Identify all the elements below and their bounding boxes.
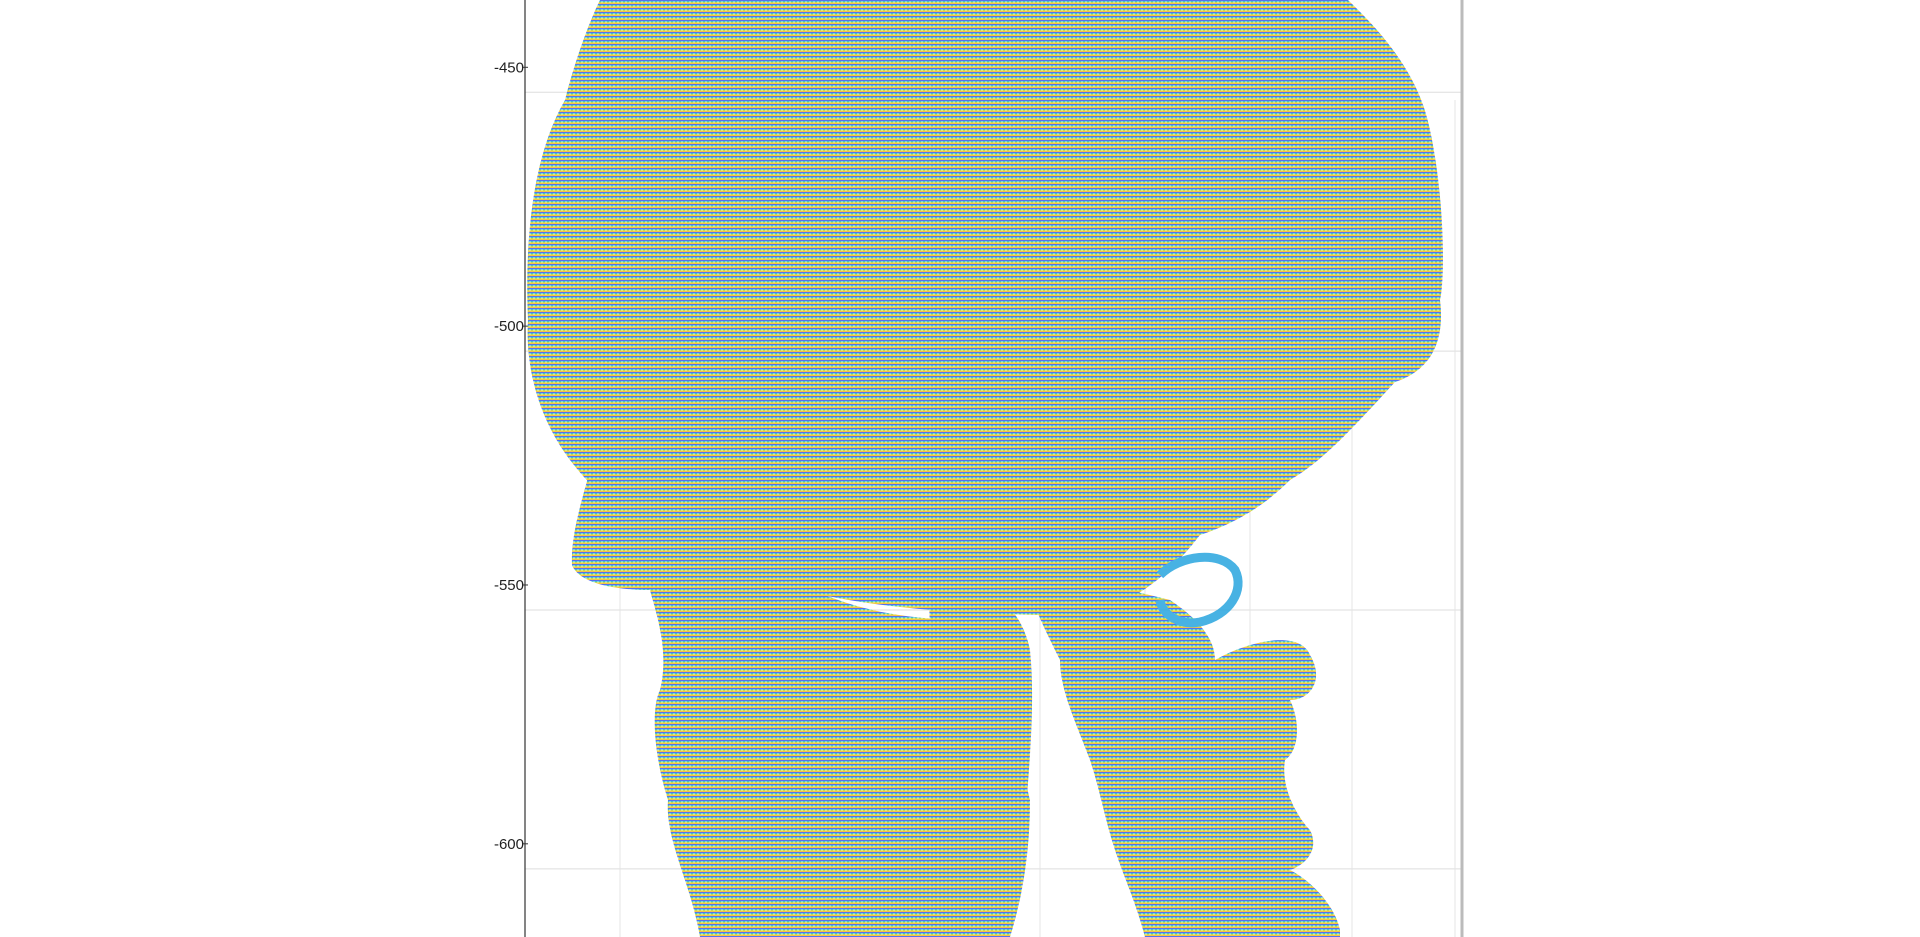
- ear-loop-shape: [1155, 552, 1243, 628]
- face-shape: [571, 420, 1030, 937]
- jaw-shape: [929, 560, 1033, 937]
- y-tick-label: -450: [494, 59, 524, 76]
- neck-vertebrae-shape: [1020, 560, 1340, 937]
- y-tick-label: -500: [494, 318, 524, 335]
- y-tick-label: -600: [494, 836, 524, 853]
- cranium-shape: [527, 0, 1443, 616]
- y-tick-label: -550: [494, 577, 524, 594]
- y-axis-ticks: [522, 66, 528, 845]
- y-tick-labels: -450 -500 -550 -600: [494, 59, 524, 853]
- skull-point-cloud: [527, 0, 1443, 937]
